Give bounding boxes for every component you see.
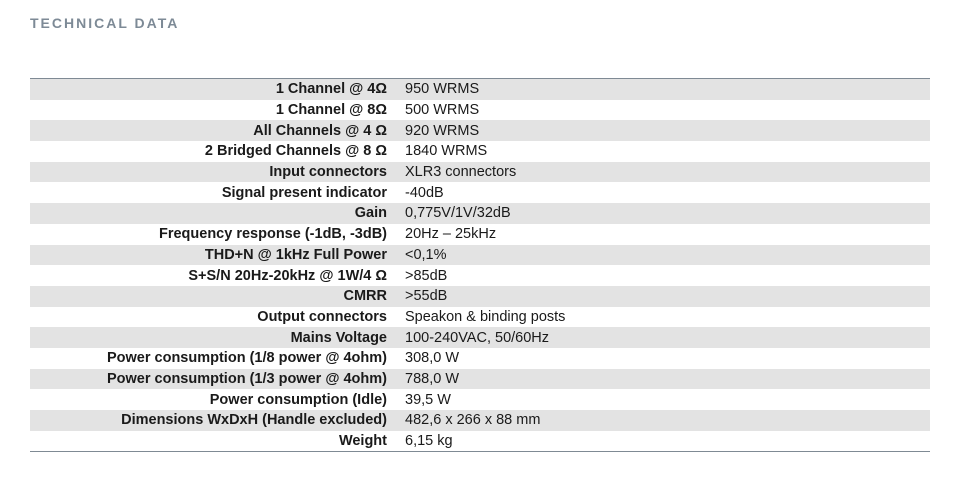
spec-row: Gain 0,775V/1V/32dB (30, 203, 930, 224)
spec-label: Power consumption (1/3 power @ 4ohm) (106, 370, 387, 387)
spec-label: 2 Bridged Channels @ 8 Ω (204, 143, 387, 160)
spec-label: Gain (354, 205, 387, 222)
spec-row: S+S/N 20Hz-20kHz @ 1W/4 Ω >85dB (30, 265, 930, 286)
section-title: TECHNICAL DATA (30, 15, 180, 31)
spec-value: 500 WRMS (405, 102, 480, 119)
spec-label: THD+N @ 1kHz Full Power (204, 246, 387, 263)
spec-row: Power consumption (Idle) 39,5 W (30, 389, 930, 410)
spec-label: 1 Channel @ 4Ω (275, 81, 387, 98)
spec-row: Mains Voltage 100-240VAC, 50/60Hz (30, 327, 930, 348)
spec-row: Weight 6,15 kg (30, 431, 930, 452)
spec-value: 6,15 kg (405, 433, 453, 450)
spec-value: 39,5 W (405, 391, 451, 408)
spec-row: THD+N @ 1kHz Full Power <0,1% (30, 244, 930, 266)
spec-value: Speakon & binding posts (405, 308, 566, 325)
spec-row: Dimensions WxDxH (Handle excluded) 482,6 … (30, 410, 930, 431)
spec-value: >55dB (405, 288, 448, 305)
spec-label: Signal present indicator (221, 184, 387, 201)
spec-label: All Channels @ 4 Ω (253, 122, 387, 139)
spec-value: 100-240VAC, 50/60Hz (405, 329, 550, 346)
spec-value: XLR3 connectors (405, 164, 517, 181)
spec-label: Input connectors (269, 164, 387, 181)
spec-row: Power consumption (1/3 power @ 4ohm) 788,… (30, 368, 930, 390)
spec-value: -40dB (405, 184, 444, 201)
spec-row: Frequency response (-1dB, -3dB) 20Hz – 25… (30, 224, 930, 245)
spec-label: CMRR (343, 288, 388, 305)
spec-value: 20Hz – 25kHz (405, 226, 497, 243)
spec-row: CMRR >55dB (30, 285, 930, 307)
spec-label: S+S/N 20Hz-20kHz @ 1W/4 Ω (188, 267, 387, 284)
spec-value: 788,0 W (405, 370, 459, 387)
spec-row: Signal present indicator -40dB (30, 182, 930, 203)
spec-label: Frequency response (-1dB, -3dB) (158, 226, 387, 243)
spec-label: Weight (338, 433, 387, 450)
spec-value: 308,0 W (405, 350, 459, 367)
spec-value: 1840 WRMS (405, 143, 488, 160)
spec-value: 482,6 x 266 x 88 mm (405, 412, 541, 429)
spec-row: All Channels @ 4 Ω 920 WRMS (30, 120, 930, 142)
spec-row: 1 Channel @ 8Ω 500 WRMS (30, 100, 930, 121)
spec-label: Mains Voltage (290, 329, 387, 346)
spec-value: >85dB (405, 267, 448, 284)
spec-label: Power consumption (1/8 power @ 4ohm) (106, 350, 387, 367)
spec-row: 2 Bridged Channels @ 8 Ω 1840 WRMS (30, 141, 930, 162)
spec-label: Power consumption (Idle) (209, 391, 387, 408)
spec-row: Output connectors Speakon & binding posts (30, 307, 930, 328)
spec-row: Input connectors XLR3 connectors (30, 161, 930, 183)
spec-row: Power consumption (1/8 power @ 4ohm) 308,… (30, 348, 930, 369)
spec-value: <0,1% (405, 246, 447, 263)
spec-value: 950 WRMS (405, 81, 480, 98)
spec-label: Output connectors (257, 308, 387, 325)
spec-table: 1 Channel @ 4Ω 950 WRMS 1 Channel @ 8Ω 500 … (30, 78, 930, 453)
spec-label: Dimensions WxDxH (Handle excluded) (121, 412, 387, 429)
spec-value: 0,775V/1V/32dB (405, 205, 511, 222)
spec-value: 920 WRMS (405, 122, 480, 139)
spec-row: 1 Channel @ 4Ω 950 WRMS (30, 79, 930, 100)
spec-label: 1 Channel @ 8Ω (275, 102, 387, 119)
